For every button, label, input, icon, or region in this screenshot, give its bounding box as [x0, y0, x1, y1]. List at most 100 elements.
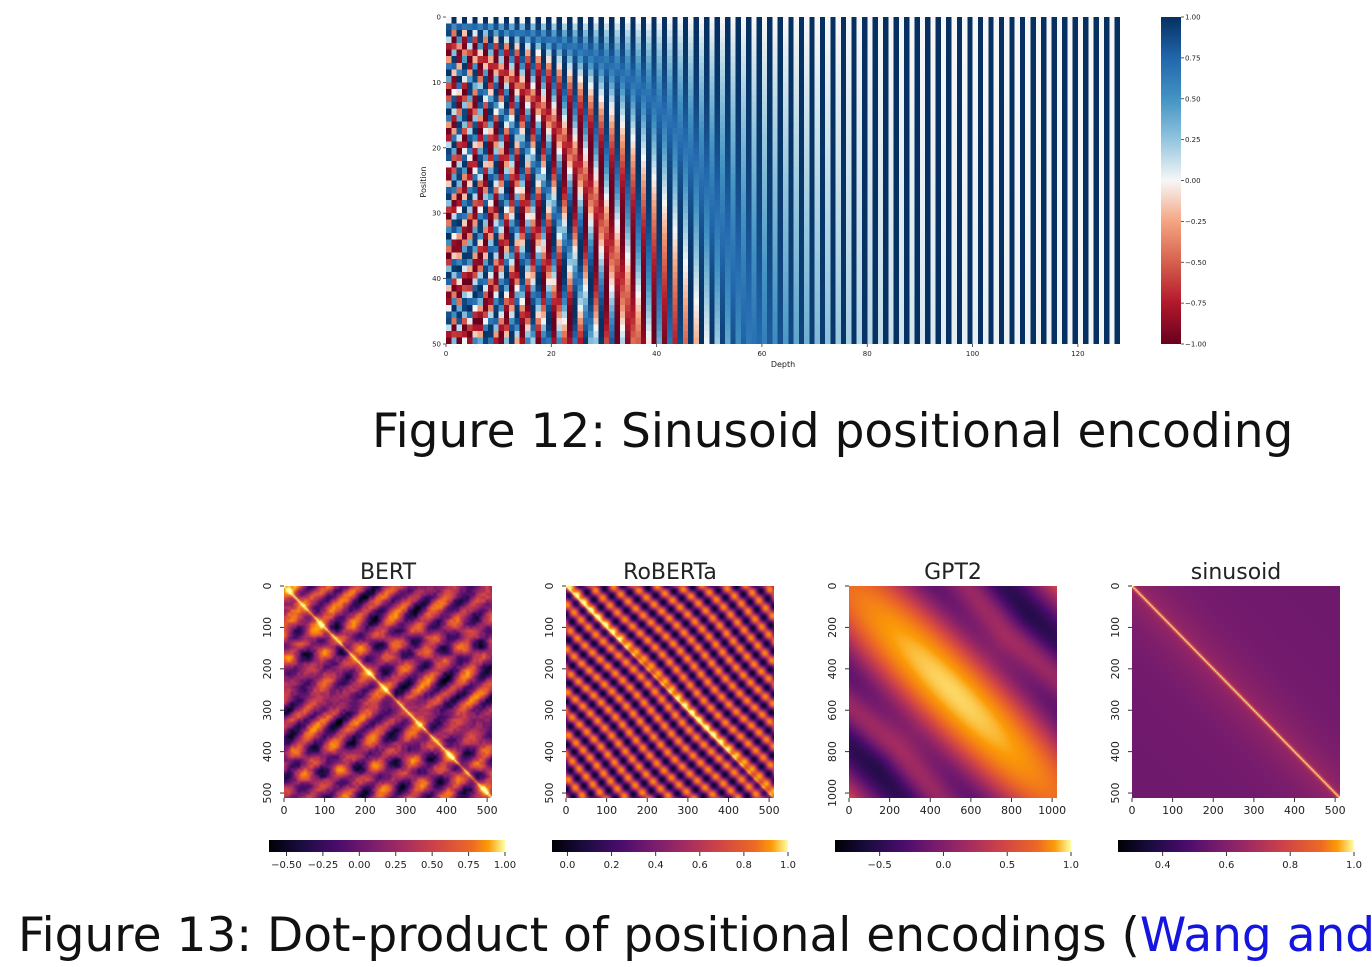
sinusoid-heatmap [446, 17, 1120, 344]
colorbar-tick-label: 0.50 [1185, 95, 1201, 103]
y-tick-label: 200 [1109, 658, 1122, 679]
heatmap [849, 586, 1057, 798]
panel-title: GPT2 [924, 560, 982, 585]
heatmap [566, 586, 774, 798]
x-tick-label: 80 [863, 350, 872, 358]
y-tick-label: 0 [826, 583, 839, 590]
colorbar-tick-label: −0.25 [1185, 218, 1206, 226]
colorbar-tick-label: −0.50 [1185, 259, 1206, 267]
colorbar-tick-label: 1.00 [1185, 14, 1201, 22]
y-tick-label: 400 [261, 741, 274, 762]
colorbar [269, 840, 505, 852]
y-tick-label: 0 [261, 583, 274, 590]
y-tick-label: 400 [1109, 741, 1122, 762]
x-tick-label: 100 [1162, 804, 1183, 817]
x-tick-label: 400 [718, 804, 739, 817]
panel-sinusoid: sinusoid 0 100 200 300 400 500 0 100 200 300 400 500… [1109, 560, 1362, 871]
citation-link[interactable]: Wang and C [1139, 908, 1372, 963]
y-tick-label: 50 [432, 341, 441, 349]
y-tick-label: 400 [826, 658, 839, 679]
sinusoid-positional-encoding-chart: 0 20 40 60 80 100 120 0 10 20 30 40 50 Depth Positi… [419, 14, 1206, 370]
figure-13-caption: Figure 13: Dot-product of positional enc… [18, 908, 1372, 963]
panel-title: sinusoid [1191, 560, 1281, 585]
colorbar-tick-label: −0.75 [1185, 300, 1206, 308]
panel-title: BERT [360, 560, 417, 585]
colorbar-tick-label: 0.4 [1155, 860, 1171, 871]
colorbar-tick-label: −0.25 [308, 860, 339, 871]
x-tick-label: 40 [652, 350, 661, 358]
x-tick-label: 120 [1071, 350, 1084, 358]
x-tick-label: 100 [314, 804, 335, 817]
colorbar-tick-label: 0.25 [385, 860, 407, 871]
x-tick-label: 200 [355, 804, 376, 817]
x-tick-label: 800 [1001, 804, 1022, 817]
x-tick-label: 1000 [1038, 804, 1066, 817]
panel-roberta: RoBERTa 0 100 200 300 400 500 0 100 200 300 400 500 0… [543, 560, 796, 871]
colorbar-tick-label: 0.5 [999, 860, 1015, 871]
y-tick-label: 200 [543, 658, 556, 679]
x-tick-label: 500 [759, 804, 780, 817]
heatmap [284, 586, 492, 798]
x-tick-label: 0 [1129, 804, 1136, 817]
figure-12-caption: Figure 12: Sinusoid positional encoding [372, 404, 1294, 459]
colorbar-tick-label: 0.6 [692, 860, 708, 871]
x-tick-label: 500 [1325, 804, 1346, 817]
colorbar-tick-label: 0.00 [348, 860, 370, 871]
x-tick-label: 500 [477, 804, 498, 817]
panel-bert: BERT 0 100 200 300 400 500 0 100 200 300 400 500 −0.5… [261, 560, 516, 871]
colorbar-tick-label: 0.50 [421, 860, 443, 871]
colorbar-tick-label: 0.75 [1185, 54, 1201, 62]
y-tick-label: 1000 [826, 779, 839, 807]
colorbar-ticks: 1.00 0.75 0.50 0.25 0.00 −0.25 −0.50 −0.75 −1.00 [1181, 14, 1206, 349]
panel-gpt2: GPT2 0 200 400 600 800 1000 0 200 400 600 800 1000 −0… [826, 560, 1079, 871]
colorbar-tick-label: 0.6 [1218, 860, 1234, 871]
x-tick-label: 300 [1243, 804, 1264, 817]
colorbar [1161, 17, 1181, 344]
x-tick-label: 400 [436, 804, 457, 817]
y-tick-label: 300 [543, 700, 556, 721]
x-tick-label: 600 [960, 804, 981, 817]
colorbar-tick-label: 1.0 [1063, 860, 1079, 871]
y-tick-label: 800 [826, 741, 839, 762]
colorbar-tick-label: 1.00 [494, 860, 516, 871]
x-tick-label: 400 [920, 804, 941, 817]
dot-product-panels: BERT 0 100 200 300 400 500 0 100 200 300 400 500 −0.5… [261, 560, 1362, 871]
y-tick-label: 500 [1109, 783, 1122, 804]
y-tick-label: 30 [432, 210, 441, 218]
caption-text: Figure 13: Dot-product of positional enc… [18, 908, 1140, 963]
y-tick-label: 200 [261, 658, 274, 679]
x-tick-label: 300 [395, 804, 416, 817]
heatmap [1132, 586, 1340, 798]
x-tick-label: 400 [1284, 804, 1305, 817]
y-tick-label: 200 [826, 617, 839, 638]
colorbar-tick-label: 1.0 [1346, 860, 1362, 871]
y-tick-label: 400 [543, 741, 556, 762]
panel-title: RoBERTa [623, 560, 717, 585]
colorbar [835, 840, 1071, 852]
colorbar-tick-label: −1.00 [1185, 341, 1206, 349]
colorbar-tick-label: 0.4 [648, 860, 664, 871]
x-tick-label: 0 [846, 804, 853, 817]
x-tick-label: 200 [1203, 804, 1224, 817]
y-axis-ticks: 0 10 20 30 40 50 [432, 14, 446, 349]
x-tick-label: 60 [757, 350, 766, 358]
x-tick-label: 100 [966, 350, 979, 358]
colorbar-tick-label: 0.0 [935, 860, 951, 871]
colorbar-tick-label: −0.5 [868, 860, 892, 871]
colorbar-tick-label: 0.25 [1185, 136, 1201, 144]
x-tick-label: 300 [677, 804, 698, 817]
x-tick-label: 0 [281, 804, 288, 817]
colorbar-tick-label: 0.8 [1282, 860, 1298, 871]
y-tick-label: 100 [261, 617, 274, 638]
x-axis-ticks: 0 20 40 60 80 100 120 [444, 344, 1085, 358]
colorbar [552, 840, 788, 852]
colorbar-tick-label: 1.0 [780, 860, 796, 871]
x-tick-label: 200 [879, 804, 900, 817]
x-axis-label: Depth [771, 360, 795, 369]
y-tick-label: 500 [261, 783, 274, 804]
y-tick-label: 600 [826, 700, 839, 721]
y-tick-label: 100 [1109, 617, 1122, 638]
y-tick-label: 0 [543, 583, 556, 590]
colorbar-tick-label: 0.00 [1185, 177, 1201, 185]
colorbar-tick-label: 0.8 [736, 860, 752, 871]
